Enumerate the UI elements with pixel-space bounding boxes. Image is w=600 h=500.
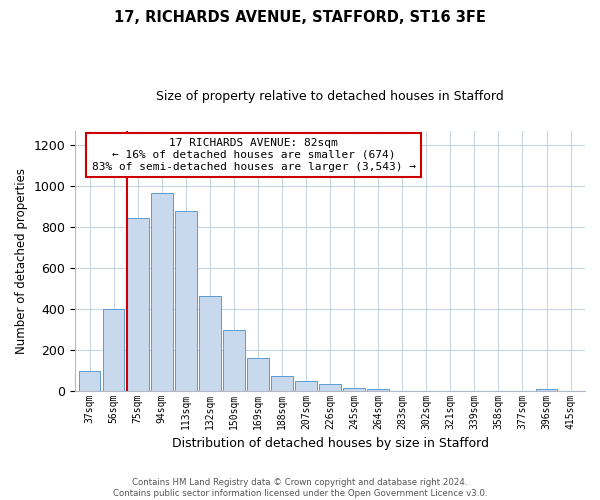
Bar [319, 384, 341, 390]
Bar [271, 376, 293, 390]
Bar [79, 371, 100, 390]
Text: Contains HM Land Registry data © Crown copyright and database right 2024.
Contai: Contains HM Land Registry data © Crown c… [113, 478, 487, 498]
Text: 17 RICHARDS AVENUE: 82sqm
← 16% of detached houses are smaller (674)
83% of semi: 17 RICHARDS AVENUE: 82sqm ← 16% of detac… [92, 138, 416, 172]
X-axis label: Distribution of detached houses by size in Stafford: Distribution of detached houses by size … [172, 437, 488, 450]
Bar [295, 381, 317, 390]
Bar [103, 308, 124, 390]
Bar [175, 212, 197, 390]
Bar [536, 388, 557, 390]
Bar [247, 358, 269, 390]
Title: Size of property relative to detached houses in Stafford: Size of property relative to detached ho… [156, 90, 504, 103]
Bar [367, 388, 389, 390]
Y-axis label: Number of detached properties: Number of detached properties [15, 168, 28, 354]
Bar [343, 388, 365, 390]
Bar [127, 218, 149, 390]
Bar [199, 296, 221, 390]
Text: 17, RICHARDS AVENUE, STAFFORD, ST16 3FE: 17, RICHARDS AVENUE, STAFFORD, ST16 3FE [114, 10, 486, 25]
Bar [223, 330, 245, 390]
Bar [151, 193, 173, 390]
